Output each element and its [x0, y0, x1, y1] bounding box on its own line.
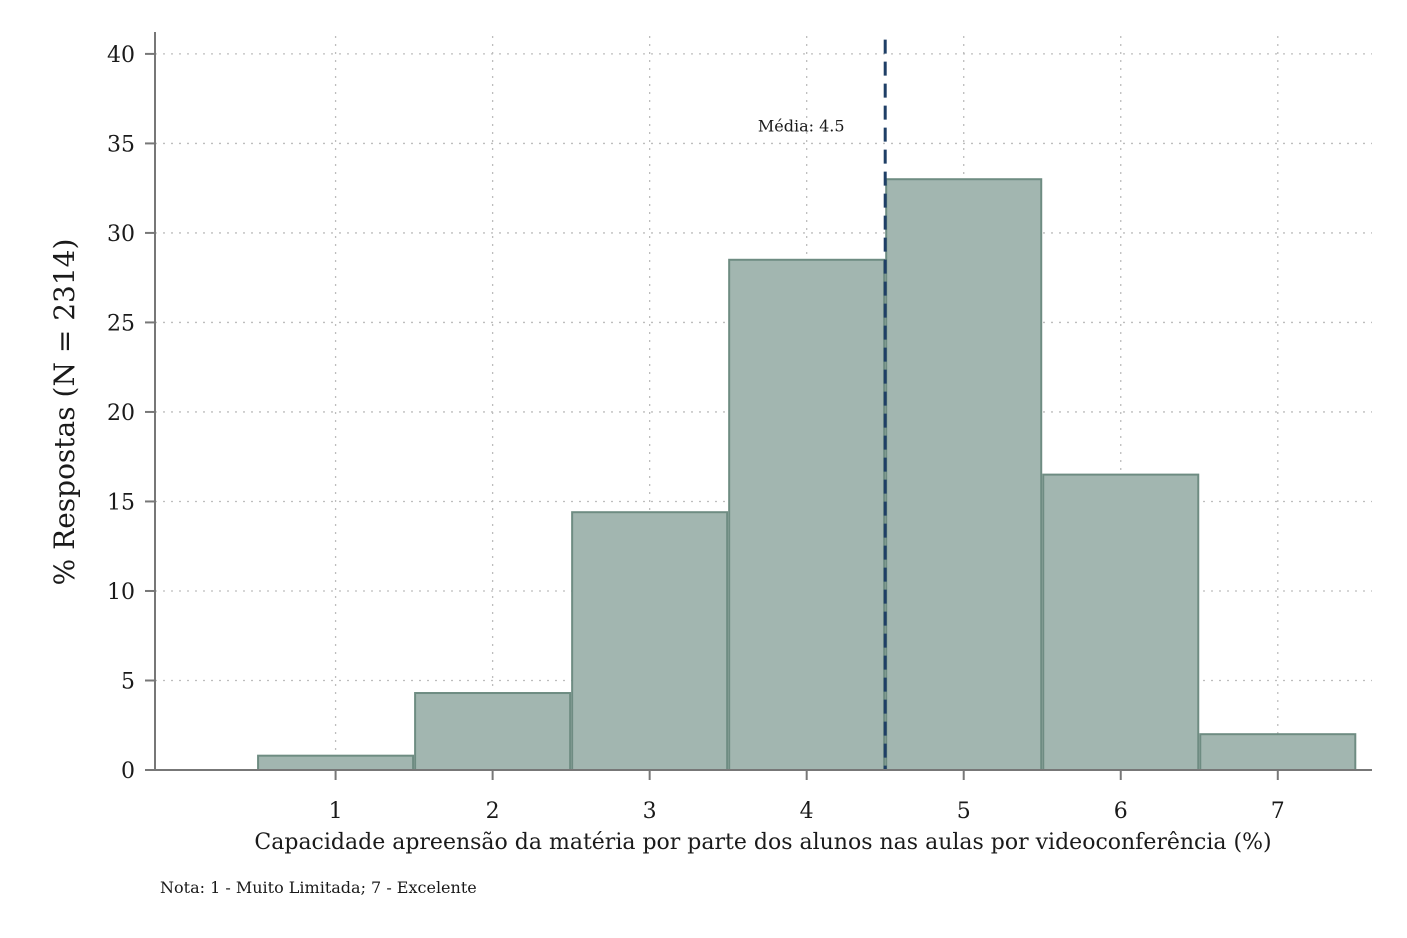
x-tick-label: 6 — [1114, 799, 1128, 824]
y-tick-label: 40 — [107, 43, 135, 68]
y-tick-label: 15 — [107, 490, 135, 515]
x-tick-label: 4 — [800, 799, 814, 824]
bar-3 — [571, 511, 729, 772]
y-tick-label: 30 — [107, 222, 135, 247]
y-axis-title: % Respostas (N = 2314) — [48, 239, 81, 586]
x-tick-label: 1 — [329, 799, 343, 824]
mean-annotation: Média: 4.5 — [758, 117, 845, 136]
y-tick-label: 10 — [107, 580, 135, 605]
bar-4 — [728, 258, 886, 771]
footnote: Nota: 1 - Muito Limitada; 7 - Excelente — [160, 878, 477, 897]
bar-2 — [414, 692, 572, 772]
x-axis-title: Capacidade apreensão da matéria por part… — [254, 830, 1271, 855]
y-tick-label: 25 — [107, 311, 135, 336]
y-tick-label: 35 — [107, 132, 135, 157]
y-tick-label: 5 — [121, 669, 135, 694]
x-tick-label: 2 — [486, 799, 500, 824]
x-tick-label: 3 — [643, 799, 657, 824]
y-tick-label: 0 — [121, 759, 135, 784]
x-tick-label: 7 — [1271, 799, 1285, 824]
bar-6 — [1042, 473, 1200, 771]
bar-1 — [257, 754, 415, 771]
y-tick-label: 20 — [107, 401, 135, 426]
x-tick-label: 5 — [957, 799, 971, 824]
axes-layer — [145, 32, 1372, 780]
bar-5 — [885, 178, 1043, 772]
bar-7 — [1199, 733, 1357, 772]
labels-layer: 0 5 10 15 20 25 30 35 40 1 2 3 4 5 6 7 — [107, 43, 1285, 824]
bars-layer — [257, 178, 1357, 772]
